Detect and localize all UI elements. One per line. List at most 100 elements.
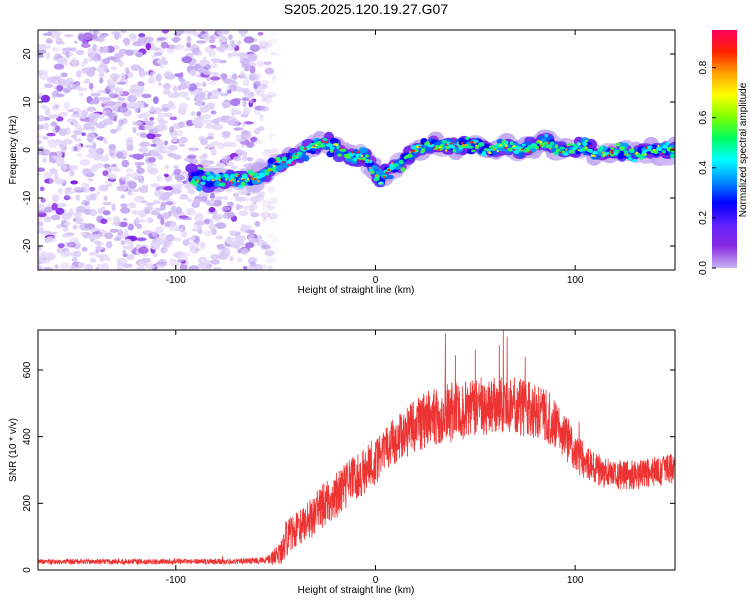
noise-speckle: [132, 121, 143, 126]
noise-speckle: [162, 112, 173, 117]
noise-speckle: [46, 76, 58, 84]
ridge-point: [268, 169, 272, 172]
noise-speckle: [51, 202, 58, 211]
noise-speckle: [79, 231, 88, 236]
noise-speckles: [38, 30, 281, 270]
ridge-point: [652, 148, 656, 152]
noise-speckle: [132, 126, 137, 134]
noise-speckle: [257, 31, 264, 36]
noise-speckle: [45, 38, 53, 44]
noise-speckle: [86, 106, 97, 112]
snr-series-line: [38, 330, 675, 566]
noise-speckle: [272, 75, 279, 80]
noise-speckle: [179, 136, 189, 144]
noise-speckle: [253, 83, 258, 90]
noise-speckle: [38, 221, 44, 227]
noise-speckle: [236, 257, 243, 263]
noise-speckle: [191, 119, 202, 125]
noise-speckle: [174, 73, 183, 77]
noise-speckle: [262, 48, 269, 53]
noise-speckle: [51, 47, 61, 52]
noise-speckle: [125, 67, 130, 75]
noise-speckle: [272, 220, 279, 227]
noise-speckle: [95, 36, 100, 42]
noise-speckle: [174, 251, 183, 256]
noise-speckle: [185, 208, 196, 216]
ridge-point: [547, 144, 553, 149]
noise-speckle: [204, 218, 210, 225]
noise-speckle: [62, 139, 67, 148]
noise-speckle: [63, 87, 70, 94]
noise-speckle: [259, 114, 265, 118]
noise-speckle: [45, 44, 52, 50]
noise-speckle: [185, 30, 197, 35]
noise-speckle: [174, 183, 185, 187]
ridge-point: [385, 171, 388, 173]
noise-speckle: [235, 203, 241, 211]
noise-speckle: [201, 33, 211, 39]
noise-speckle: [130, 188, 142, 193]
noise-speckle: [238, 52, 249, 57]
noise-speckle: [238, 210, 249, 217]
noise-speckle: [211, 62, 218, 69]
ridge-point: [328, 143, 333, 148]
noise-speckle: [131, 93, 137, 97]
noise-speckle: [135, 51, 144, 58]
noise-speckle: [141, 93, 152, 99]
noise-speckle: [256, 46, 267, 50]
ridge-point: [512, 145, 516, 148]
ridge-point: [330, 146, 335, 150]
ridge-point: [342, 148, 347, 152]
noise-speckle: [129, 89, 140, 93]
ridge-point: [528, 150, 532, 154]
ridge-point: [451, 145, 456, 149]
ridge-point: [425, 141, 430, 145]
ridge-point: [565, 148, 568, 151]
ridge-point: [413, 149, 419, 153]
noise-speckle: [264, 64, 272, 68]
noise-speckle: [204, 160, 214, 166]
noise-speckle: [157, 214, 164, 220]
noise-speckle: [43, 83, 54, 89]
ridge-point: [190, 178, 195, 184]
noise-speckle: [194, 93, 205, 102]
noise-speckle: [243, 225, 252, 230]
noise-speckle: [120, 207, 131, 214]
noise-speckle: [176, 140, 182, 144]
noise-speckle: [264, 67, 275, 75]
noise-speckle: [218, 35, 229, 43]
noise-speckle: [220, 93, 229, 97]
noise-speckle: [270, 52, 280, 57]
noise-speckle: [266, 265, 274, 270]
ridge-point: [481, 151, 486, 155]
ridge-point: [480, 142, 485, 147]
ridge-point: [647, 145, 653, 149]
noise-speckle: [196, 40, 207, 44]
ridge-point: [527, 144, 533, 150]
noise-speckle: [43, 107, 51, 111]
noise-speckle: [40, 231, 50, 235]
ridge-point: [471, 149, 476, 153]
noise-speckle: [118, 60, 124, 67]
noise-speckle: [155, 226, 164, 234]
noise-speckle: [168, 223, 180, 232]
noise-speckle: [63, 101, 71, 110]
ridge-point: [615, 142, 621, 147]
noise-speckle: [137, 186, 145, 190]
noise-speckle: [261, 94, 269, 100]
noise-speckle: [64, 34, 74, 38]
noise-speckle: [246, 95, 254, 99]
noise-speckle: [40, 104, 47, 108]
noise-speckle: [258, 40, 269, 48]
noise-speckle: [116, 81, 127, 85]
noise-speckle: [255, 74, 260, 81]
noise-speckle: [68, 52, 74, 56]
noise-speckle: [83, 58, 89, 65]
noise-speckle: [95, 163, 104, 168]
y-tick-label: 0: [22, 567, 33, 573]
noise-speckle: [163, 173, 169, 178]
noise-speckle: [162, 60, 169, 66]
ridge-point: [273, 169, 277, 173]
noise-speckle: [268, 126, 276, 132]
noise-speckle: [135, 216, 140, 225]
